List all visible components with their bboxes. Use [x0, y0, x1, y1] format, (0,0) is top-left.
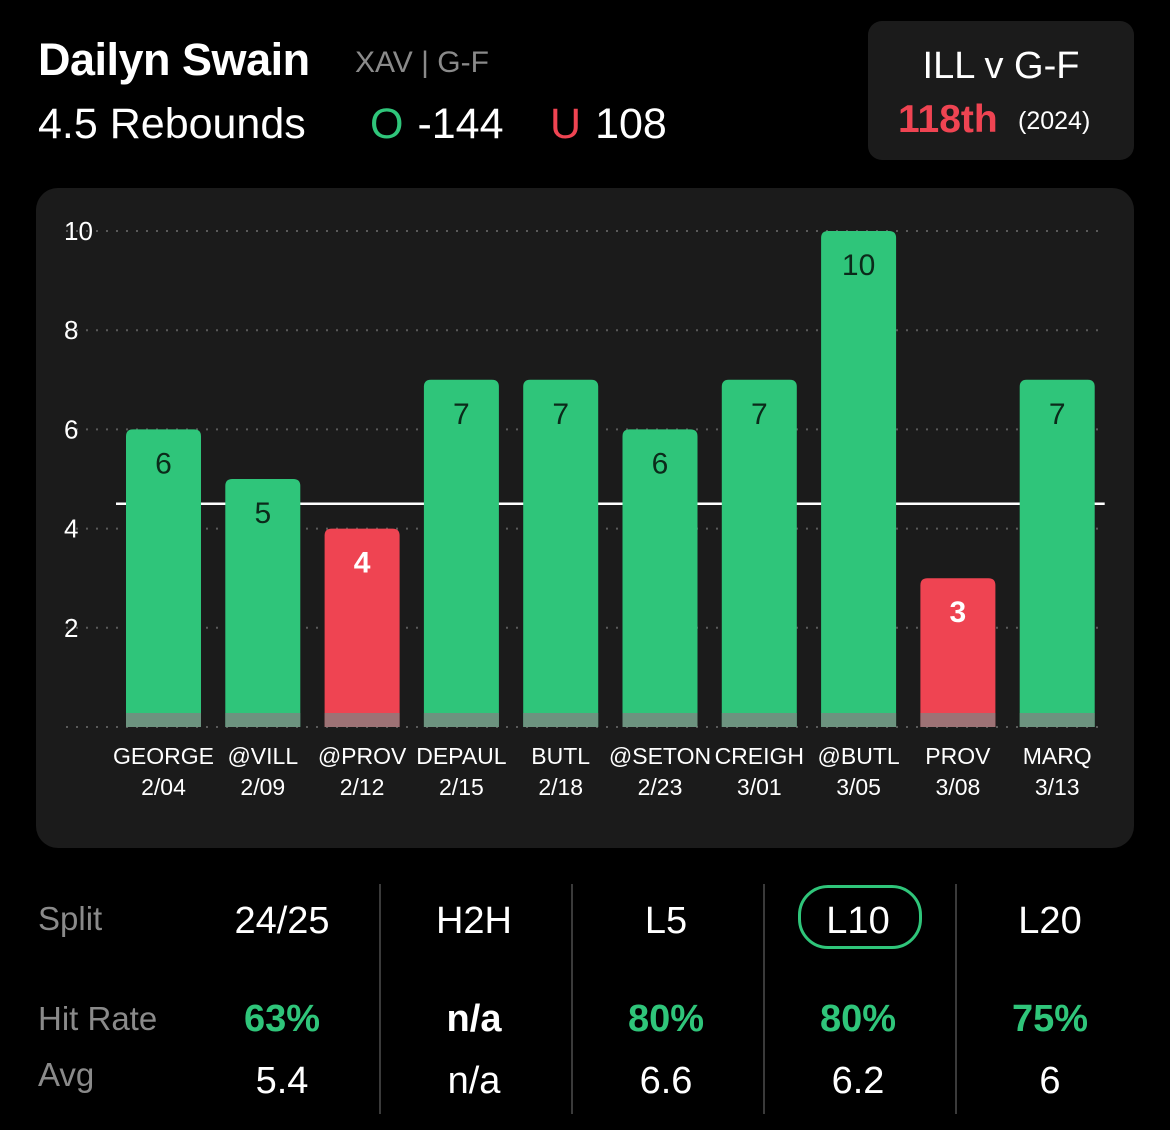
- x-tick-opponent: @PROV: [318, 743, 407, 769]
- x-tick-opponent: MARQ: [1023, 743, 1092, 769]
- hit-rate-season: 63%: [243, 998, 321, 1040]
- chart-panel: 2 4 6 8 10 6 GEORGE 2/04 5 @VILL 2/09 4 @PROV 2/12 7 DE…: [36, 188, 1134, 848]
- bar: [126, 429, 201, 727]
- bar: [721, 379, 797, 727]
- bar-base-band: [324, 713, 400, 727]
- x-tick-date: 2/18: [538, 774, 583, 800]
- bar: [821, 231, 897, 727]
- bar-value-label: 3: [950, 596, 967, 629]
- x-tick-date: 2/15: [439, 774, 484, 800]
- row-label-hit-rate: Hit Rate: [38, 1000, 158, 1037]
- matchup-title: ILL v G-F: [922, 45, 1080, 87]
- bar-base-band: [1019, 713, 1095, 727]
- bar-value-label: 6: [155, 447, 172, 480]
- over-letter: O: [370, 100, 404, 148]
- bar: [225, 479, 301, 727]
- x-tick-opponent: @SETON: [609, 743, 711, 769]
- hit-rate-l20: 75%: [1011, 998, 1089, 1040]
- x-tick-date: 2/09: [240, 774, 285, 800]
- bar-base-band: [225, 713, 301, 727]
- prop-line-label: 4.5 Rebounds: [38, 100, 306, 148]
- split-header-h2h[interactable]: H2H: [435, 900, 513, 942]
- avg-l5: 6.6: [639, 1060, 693, 1102]
- under-odds-group[interactable]: U 108: [550, 100, 667, 149]
- bar-value-label: 4: [354, 547, 371, 580]
- bar-value-label: 7: [552, 398, 569, 431]
- split-header-season[interactable]: 24/25: [234, 900, 330, 942]
- x-tick-opponent: PROV: [925, 743, 991, 769]
- x-tick-date: 2/23: [638, 774, 683, 800]
- bar: [423, 379, 499, 727]
- x-tick-opponent: GEORGE: [113, 743, 214, 769]
- bar: [920, 578, 996, 727]
- bar: [622, 429, 698, 727]
- stats-table: Split Hit Rate Avg 24/25 H2H L5 L10 L20 …: [0, 860, 1170, 1130]
- column-divider: [379, 884, 381, 1114]
- bar: [523, 379, 599, 727]
- row-label-avg: Avg: [38, 1056, 95, 1093]
- x-tick-opponent: CREIGH: [715, 743, 804, 769]
- team-position: XAV | G-F: [355, 46, 489, 79]
- matchup-rank: 118th: [898, 98, 998, 141]
- y-tick-label: 4: [64, 514, 78, 544]
- bar-value-label: 5: [254, 497, 271, 530]
- bar-base-band: [920, 713, 996, 727]
- x-tick-date: 3/13: [1035, 774, 1080, 800]
- hit-rate-l5: 80%: [627, 998, 705, 1040]
- bar-value-label: 6: [652, 447, 669, 480]
- x-tick-opponent: @BUTL: [818, 743, 900, 769]
- split-header-l10[interactable]: L10: [826, 900, 890, 942]
- column-divider: [955, 884, 957, 1114]
- bar-base-band: [523, 713, 599, 727]
- x-tick-opponent: @VILL: [227, 743, 298, 769]
- bar: [1019, 379, 1095, 727]
- x-tick-opponent: DEPAUL: [416, 743, 507, 769]
- bar: [324, 528, 400, 727]
- bar-base-band: [721, 713, 797, 727]
- avg-l20: 6: [1039, 1060, 1061, 1102]
- column-divider: [763, 884, 765, 1114]
- x-tick-date: 3/08: [936, 774, 981, 800]
- y-tick-label: 2: [64, 613, 78, 643]
- row-label-split: Split: [38, 900, 103, 937]
- selected-split-indicator: [798, 885, 922, 949]
- x-tick-date: 3/05: [836, 774, 881, 800]
- avg-season: 5.4: [255, 1060, 309, 1102]
- bar-value-label: 7: [751, 398, 768, 431]
- x-tick-opponent: BUTL: [531, 743, 590, 769]
- y-tick-label: 8: [64, 315, 78, 345]
- matchup-card[interactable]: ILL v G-F 118th (2024): [868, 21, 1134, 160]
- bar-value-label: 7: [1049, 398, 1066, 431]
- player-name: Dailyn Swain: [38, 34, 310, 85]
- split-header-l20[interactable]: L20: [1018, 900, 1082, 942]
- matchup-year: (2024): [1018, 107, 1091, 135]
- over-odds: -144: [417, 100, 504, 148]
- bar-base-band: [423, 713, 499, 727]
- bar-base-band: [622, 713, 698, 727]
- under-odds: 108: [595, 100, 667, 148]
- x-tick-date: 3/01: [737, 774, 782, 800]
- bar-chart: 2 4 6 8 10 6 GEORGE 2/04 5 @VILL 2/09 4 @PROV 2/12 7 DE…: [64, 216, 1105, 800]
- split-header-l5[interactable]: L5: [644, 900, 688, 942]
- avg-h2h: n/a: [447, 1060, 501, 1102]
- hit-rate-l10: 80%: [819, 998, 897, 1040]
- column-divider: [571, 884, 573, 1114]
- under-letter: U: [550, 100, 582, 148]
- hit-rate-h2h: n/a: [446, 998, 502, 1040]
- avg-l10: 6.2: [831, 1060, 885, 1102]
- bar-base-band: [126, 713, 201, 727]
- bar-base-band: [821, 713, 897, 727]
- x-tick-date: 2/04: [141, 774, 186, 800]
- bar-value-label: 7: [453, 398, 470, 431]
- x-tick-date: 2/12: [340, 774, 385, 800]
- y-tick-label: 10: [64, 216, 93, 246]
- over-odds-group[interactable]: O -144: [370, 100, 504, 149]
- y-tick-label: 6: [64, 414, 78, 444]
- bar-value-label: 10: [842, 249, 875, 282]
